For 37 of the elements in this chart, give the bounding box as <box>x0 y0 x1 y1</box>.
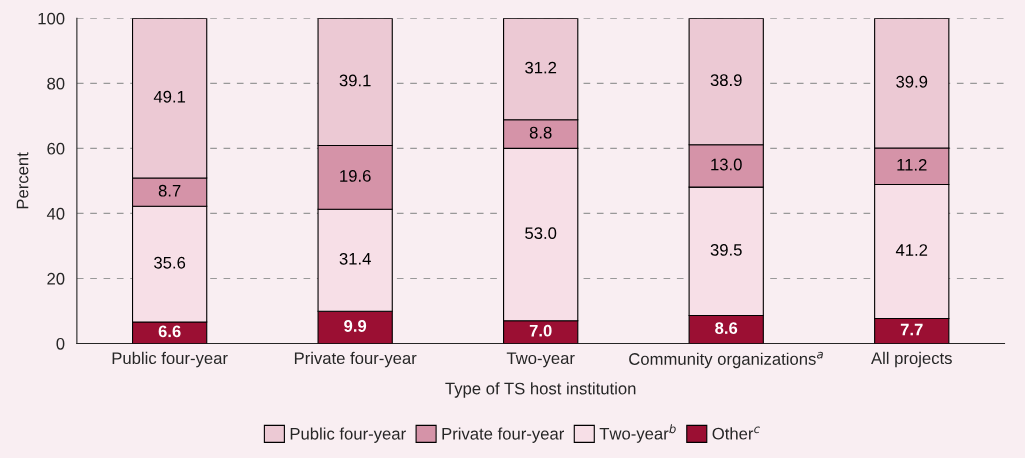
data-label: 8.8 <box>529 126 552 139</box>
y-tick-label: 100 <box>38 12 65 25</box>
y-tick-label: 80 <box>47 77 65 90</box>
data-label: 11.2 <box>897 158 927 171</box>
x-tick-label: Public four-year <box>112 351 228 368</box>
y-tick-label: 0 <box>56 337 65 350</box>
data-label: 19.6 <box>340 170 371 182</box>
x-tick-label: Community organizations$^{a}$ <box>629 351 823 369</box>
data-label: 7.0 <box>529 324 552 337</box>
x-tick-label: Two-year <box>506 352 575 368</box>
data-label: 31.2 <box>525 61 557 74</box>
data-label: 38.9 <box>710 74 742 87</box>
data-label: 8.6 <box>715 322 738 334</box>
y-tick-label: 40 <box>46 207 65 220</box>
y-axis-title: Percent <box>16 152 29 209</box>
data-label: 35.6 <box>154 256 186 269</box>
data-label: 6.6 <box>158 325 181 338</box>
data-label: 9.9 <box>344 320 367 332</box>
data-label: 39.1 <box>339 74 371 87</box>
data-label: 13.0 <box>711 158 742 171</box>
legend-label: Two-year$^{b}$ <box>599 424 676 443</box>
data-label: 39.5 <box>710 243 742 256</box>
data-label: 31.4 <box>339 252 371 265</box>
data-label: 39.9 <box>896 75 928 88</box>
x-axis-title: Type of TS host institution <box>445 382 636 398</box>
y-tick-label: 20 <box>47 272 65 285</box>
legend-label: Other$^{c}$ <box>712 426 760 440</box>
y-tick-label: 60 <box>47 142 65 155</box>
x-tick-label: Private four-year <box>294 351 417 368</box>
data-label: 49.1 <box>153 90 186 103</box>
legend-label: Private four-year <box>442 427 565 443</box>
data-label: 7.7 <box>900 323 923 336</box>
data-label: 41.2 <box>895 244 928 256</box>
x-tick-label: All projects <box>871 351 952 368</box>
data-label: 8.7 <box>158 184 181 197</box>
data-label: 53.0 <box>525 227 557 240</box>
legend-label: Public four-year <box>290 427 406 443</box>
